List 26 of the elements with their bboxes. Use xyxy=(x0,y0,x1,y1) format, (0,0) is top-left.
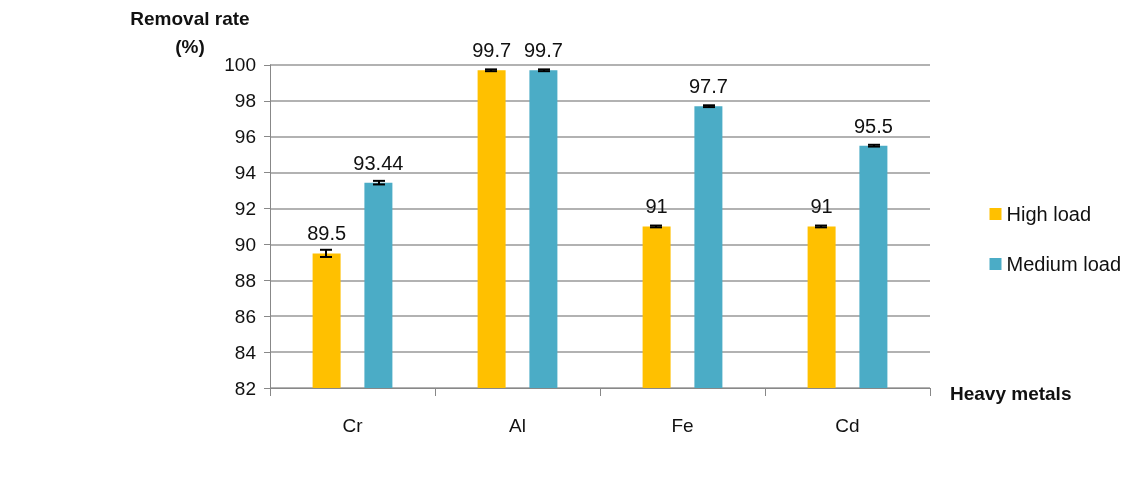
y-tick-label: 88 xyxy=(234,269,256,291)
data-label: 99.7 xyxy=(523,39,563,62)
y-axis-title: Removal rate (%) xyxy=(130,7,250,57)
legend-label: Medium load xyxy=(1006,253,1122,275)
data-label: 99.7 xyxy=(472,39,512,62)
y-tick-label: 82 xyxy=(234,377,256,399)
y-tick-label: 90 xyxy=(234,233,256,255)
x-tick-label: Cd xyxy=(835,415,860,436)
x-tick-label: Cr xyxy=(342,415,364,436)
y-tick-label: 84 xyxy=(234,341,257,363)
data-label: 89.5 xyxy=(307,222,347,245)
y-tick-label: 100 xyxy=(224,54,256,76)
legend-label: High load xyxy=(1006,203,1092,225)
y-tick-label: 96 xyxy=(234,126,256,148)
y-tick-label: 86 xyxy=(234,305,256,327)
y-tick-label: 94 xyxy=(234,162,257,184)
x-tick-label: Al xyxy=(509,415,526,436)
data-label: 95.5 xyxy=(853,114,893,137)
data-label: 91 xyxy=(810,195,833,218)
y-tick-label: 92 xyxy=(234,198,256,219)
data-label: 97.7 xyxy=(688,75,728,98)
y-tick-label: 98 xyxy=(234,90,256,112)
x-tick-label: Fe xyxy=(671,415,694,436)
x-axis-title: Heavy metals xyxy=(950,383,1072,404)
data-label: 91 xyxy=(645,195,668,218)
data-label: 93.44 xyxy=(353,151,404,174)
